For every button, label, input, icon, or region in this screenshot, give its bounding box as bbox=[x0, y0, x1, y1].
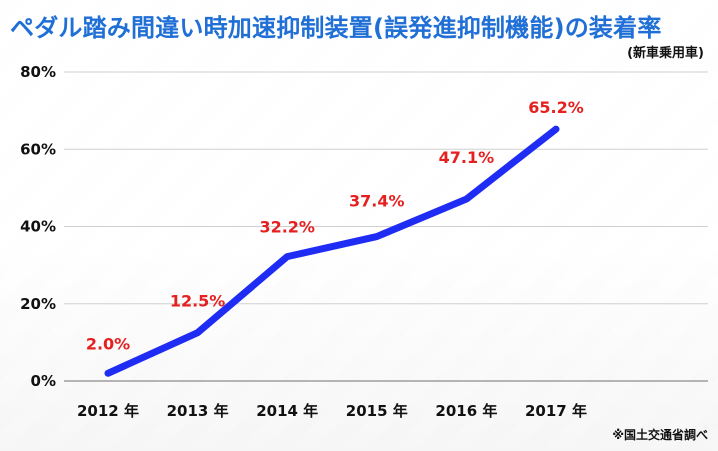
x-tick-label-4: 2016 年 bbox=[435, 402, 497, 420]
data-label-1: 12.5% bbox=[170, 292, 226, 311]
chart-title: ペダル踏み間違い時加速抑制装置(誤発進抑制機能)の装着率 bbox=[10, 14, 662, 42]
series-line-installation-rate bbox=[104, 125, 560, 377]
grid-layer bbox=[64, 71, 708, 382]
chart-subtitle: (新車乗用車) bbox=[627, 46, 704, 61]
axis-layer: 0% 20% 40% 60% 80% 2012 年 2013 年 2014 年 2015 年 20… bbox=[20, 63, 708, 420]
y-tick-label-20: 20% bbox=[20, 295, 56, 313]
x-tick-label-5: 2017 年 bbox=[525, 402, 587, 420]
x-tick-label-1: 2013 年 bbox=[167, 402, 229, 420]
data-label-2: 32.2% bbox=[259, 218, 315, 237]
data-label-3: 37.4% bbox=[349, 192, 405, 211]
source-note: ※国土交通省調べ bbox=[612, 428, 708, 442]
x-tick-label-0: 2012 年 bbox=[77, 402, 139, 420]
x-tick-label-3: 2015 年 bbox=[346, 402, 408, 420]
data-label-5: 65.2% bbox=[528, 98, 584, 117]
x-tick-label-2: 2014 年 bbox=[256, 402, 318, 420]
data-label-4: 47.1% bbox=[439, 148, 495, 167]
series-layer bbox=[104, 125, 560, 377]
y-tick-label-60: 60% bbox=[20, 140, 56, 158]
y-tick-label-80: 80% bbox=[20, 63, 56, 81]
y-tick-label-0: 0% bbox=[31, 372, 56, 390]
data-label-layer: 2.0% 12.5% 32.2% 37.4% 47.1% 65.2% bbox=[86, 98, 584, 353]
data-label-0: 2.0% bbox=[86, 334, 130, 353]
y-tick-label-40: 40% bbox=[20, 218, 56, 236]
